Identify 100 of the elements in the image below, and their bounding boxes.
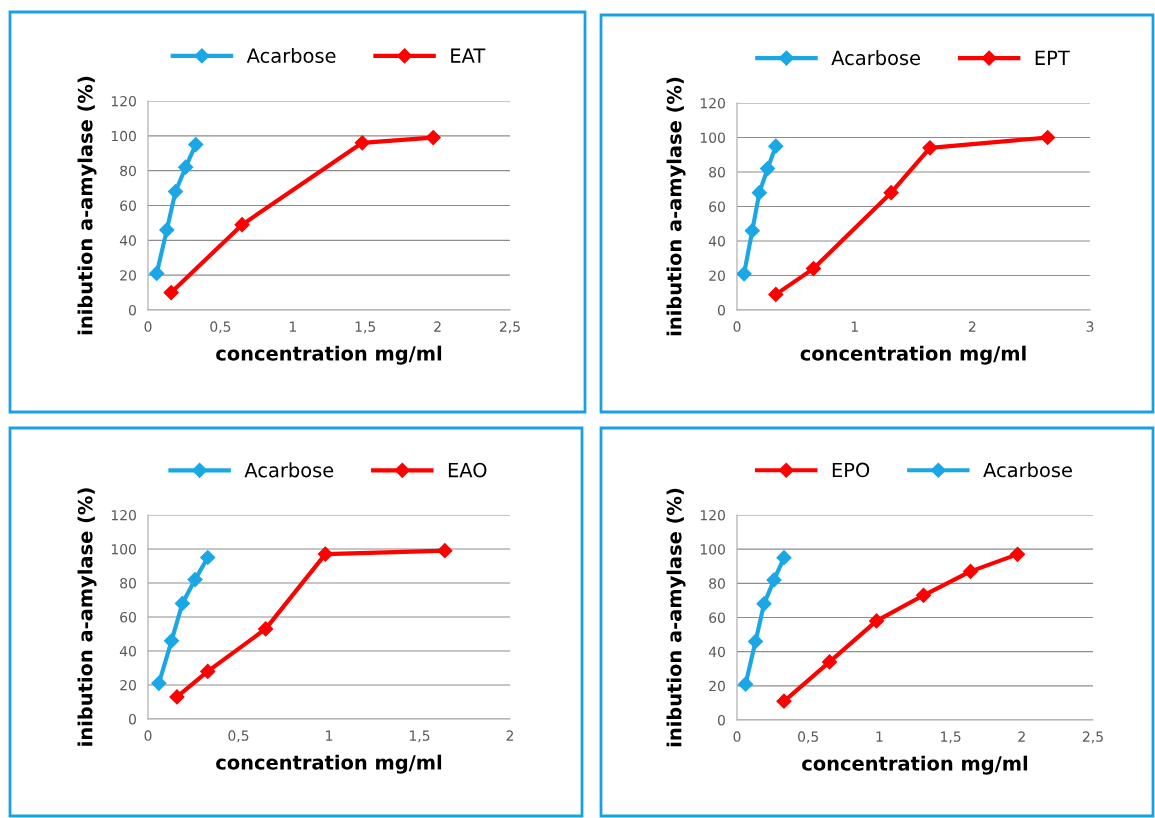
point	[737, 266, 752, 282]
y-tick-label: 120	[111, 95, 136, 107]
y-tick-label: 20	[120, 679, 136, 691]
y-tick-label: 60	[709, 612, 725, 623]
point	[768, 138, 784, 154]
x-tick-label: 2	[968, 321, 976, 332]
y-tick-label: 60	[120, 611, 136, 623]
y-tick-label: 100	[111, 130, 136, 142]
point	[354, 135, 370, 151]
x-tick-label: 1	[851, 321, 858, 332]
point	[437, 543, 453, 559]
legend-label: Acarbose	[244, 462, 334, 478]
point	[174, 595, 190, 611]
x-tick-label: 0	[733, 731, 741, 742]
legend-label: EAO	[448, 462, 487, 478]
x-tick-label: 0	[733, 321, 741, 332]
x-tick-label: 1	[326, 730, 333, 741]
y-tick-label: 120	[700, 97, 725, 109]
point	[756, 596, 772, 612]
y-tick-label: 0	[717, 714, 725, 726]
y-tick-label: 80	[120, 577, 136, 589]
point	[234, 217, 250, 233]
point	[760, 160, 776, 177]
x-tick-label: 0	[144, 730, 152, 741]
y-tick-label: 0	[128, 713, 136, 725]
point	[776, 550, 792, 566]
x-tick-label: 0,5	[798, 731, 819, 744]
y-tick-label: 120	[111, 509, 136, 521]
x-tick-label: 2	[506, 730, 514, 741]
y-tick-label: 20	[709, 270, 725, 281]
point	[149, 265, 165, 281]
point	[317, 546, 333, 562]
point	[425, 130, 441, 146]
x-tick-label: 0,5	[228, 730, 249, 743]
x-tick-label: 0,5	[210, 321, 231, 334]
point	[1040, 129, 1056, 146]
y-tick-label: 80	[120, 165, 136, 177]
y-tick-label: 60	[120, 200, 136, 211]
point	[200, 663, 216, 679]
point	[962, 563, 979, 579]
point	[169, 689, 185, 705]
point	[805, 261, 822, 277]
point	[188, 136, 204, 153]
point	[883, 185, 899, 201]
point	[922, 140, 938, 156]
x-tick-label: 2	[434, 321, 441, 332]
y-tick-label: 100	[700, 132, 725, 143]
point	[178, 159, 194, 175]
point	[159, 222, 175, 238]
y-tick-label: 40	[708, 235, 725, 247]
y-axis-title: inibution a-amylase (%)	[666, 77, 686, 336]
point	[821, 654, 838, 670]
point	[915, 587, 932, 603]
point	[200, 549, 216, 566]
x-tick-label: 3	[1086, 321, 1094, 332]
legend-label: Acarbose	[983, 462, 1072, 478]
legend-label: Acarbose	[831, 50, 921, 66]
y-tick-label: 40	[119, 235, 136, 246]
point	[751, 185, 767, 201]
y-tick-label: 100	[700, 544, 725, 555]
x-tick-label: 1	[289, 321, 296, 332]
x-axis-title: concentration mg/ml	[800, 345, 1026, 365]
y-tick-label: 40	[708, 646, 725, 658]
x-tick-label: 1,5	[941, 731, 961, 744]
x-axis-title: concentration mg/ml	[802, 755, 1028, 775]
y-tick-label: 20	[709, 680, 725, 692]
x-tick-label: 0	[144, 321, 152, 332]
point	[776, 693, 792, 709]
legend-label: EPO	[832, 462, 870, 478]
point	[151, 675, 167, 691]
point	[163, 285, 179, 301]
point	[167, 183, 184, 200]
y-tick-label: 60	[709, 201, 725, 212]
point	[258, 621, 274, 637]
x-tick-label: 1	[876, 731, 883, 742]
point	[737, 676, 754, 692]
y-tick-label: 100	[111, 543, 136, 555]
point	[868, 613, 885, 629]
x-tick-label: 1,5	[409, 730, 430, 743]
legend-label: EPT	[1035, 50, 1070, 65]
y-tick-label: 80	[709, 578, 725, 589]
x-tick-label: 2	[1018, 731, 1025, 742]
x-tick-label: 1,5	[355, 321, 376, 334]
y-tick-label: 40	[119, 645, 136, 657]
legend-label: Acarbose	[246, 47, 336, 64]
y-tick-label: 0	[717, 304, 725, 316]
x-tick-label: 2,5	[1082, 731, 1103, 744]
legend-label: EAT	[451, 48, 486, 63]
point	[163, 633, 180, 649]
y-tick-label: 0	[128, 304, 136, 316]
point	[766, 572, 782, 588]
point	[1009, 546, 1026, 562]
x-axis-title: concentration mg/ml	[216, 345, 442, 365]
x-tick-label: 2,5	[499, 321, 520, 334]
y-axis-title: inibution a-amylase (%)	[77, 76, 97, 335]
y-axis-title: inibution a-amylase (%)	[666, 488, 686, 747]
y-axis-title: inibution a-amylase (%)	[77, 488, 97, 746]
point	[744, 223, 760, 239]
x-axis-title: concentration mg/ml	[216, 754, 442, 774]
y-tick-label: 120	[700, 509, 725, 521]
